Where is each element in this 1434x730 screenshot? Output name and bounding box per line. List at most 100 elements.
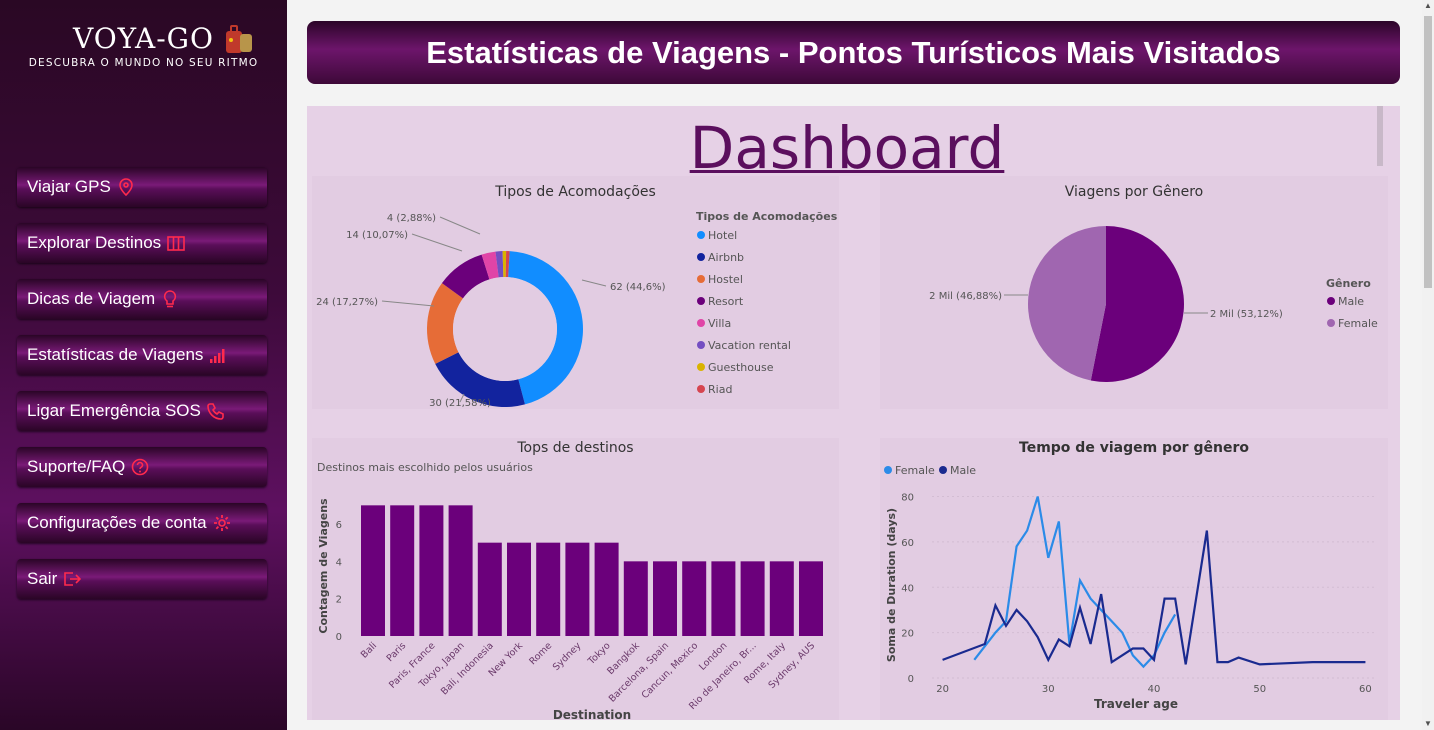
map-pin-icon (118, 178, 133, 196)
sidebar-item-estatisticas-de-viagens[interactable]: Estatísticas de Viagens (17, 335, 267, 375)
logo-subtitle: DESCUBRA O MUNDO NO SEU RITMO (28, 57, 259, 69)
accommodation-donut-chart: 62 (44,6%) 30 (21,58%) 24 (17,27%) 14 (10,0… (316, 210, 838, 409)
dashboard-scrollbar[interactable] (1377, 106, 1383, 166)
chart-subtitle: Destinos mais escolhido pelos usuários (317, 461, 533, 474)
legend-label: Riad (708, 383, 732, 396)
legend-label: Guesthouse (708, 361, 774, 374)
bar (769, 561, 794, 636)
chart-title: Viagens por Gênero (1064, 184, 1204, 200)
label-leader (459, 393, 465, 403)
scroll-down-arrow[interactable]: ▼ (1424, 719, 1432, 728)
legend-marker (939, 466, 947, 474)
y-tick-label: 60 (901, 538, 914, 549)
y-tick-label: 40 (901, 583, 914, 594)
bar (448, 505, 473, 636)
legend-label: Female (895, 464, 935, 477)
logo: VOYA-GO DESCUBRA O MUNDO NO SEU RITMO (0, 22, 287, 69)
x-tick-label: Bali, Indonesia (439, 640, 496, 697)
legend-marker (697, 363, 705, 371)
sidebar-item-label: Configurações de conta (27, 513, 207, 532)
data-label: 2 Mil (53,12%) (1210, 309, 1283, 320)
sidebar-item-label: Viajar GPS (27, 177, 111, 196)
destinations-chart-panel: Tops de destinos Destinos mais escolhido… (312, 438, 839, 720)
y-axis-label: Soma de Duration (days) (885, 508, 898, 662)
legend-title: Tipos de Acomodações (696, 210, 838, 223)
donut-slice (427, 283, 463, 364)
travel-time-chart-panel: Tempo de viagem por gênero 0 20 40 60 80 20 30… (880, 438, 1388, 720)
bar (536, 542, 561, 636)
x-axis-label: Traveler age (1094, 697, 1178, 711)
x-tick-label: Sydney (551, 640, 584, 673)
gender-pie-chart: 2 Mil (53,12%) 2 Mil (46,88%) Gênero Male Fe… (929, 226, 1378, 382)
y-tick-label: 0 (336, 632, 342, 643)
x-tick-label: Bali (359, 640, 379, 660)
series-line-male (942, 530, 1366, 666)
sidebar-item-label: Ligar Emergência SOS (27, 401, 201, 420)
page-scrollbar[interactable]: ▲ ▼ (1422, 0, 1434, 730)
x-tick-label: Rome (527, 640, 554, 667)
legend-marker (697, 385, 705, 393)
series-line-female (973, 496, 1177, 669)
bar (740, 561, 765, 636)
donut-slice (441, 254, 490, 299)
scrollbar-thumb[interactable] (1424, 16, 1432, 288)
logout-icon (64, 572, 82, 586)
sidebar-item-viajar-gps[interactable]: Viajar GPS (17, 167, 267, 207)
scroll-up-arrow[interactable]: ▲ (1424, 1, 1432, 10)
x-tick-label: 60 (1359, 684, 1372, 695)
x-tick-label: 50 (1253, 684, 1266, 695)
legend-label: Hostel (708, 273, 743, 286)
bar (711, 561, 736, 636)
sidebar-item-ligar-emergencia-sos[interactable]: Ligar Emergência SOS (17, 391, 267, 431)
legend-marker (697, 275, 705, 283)
x-tick-label: 40 (1148, 684, 1161, 695)
y-tick-label: 4 (336, 557, 342, 568)
map-icon (167, 236, 185, 251)
bar (565, 542, 590, 636)
sidebar-item-suporte-faq[interactable]: Suporte/FAQ (17, 447, 267, 487)
legend-marker (697, 253, 705, 261)
question-icon (131, 458, 149, 476)
legend-label: Villa (708, 317, 731, 330)
legend-marker (1327, 319, 1335, 327)
bar-chart-icon (210, 349, 225, 363)
donut-slice (435, 352, 525, 407)
logo-title: VOYA-GO (73, 22, 214, 55)
donut-slice (502, 251, 507, 278)
y-axis-label: Contagem de Viagens (317, 498, 330, 634)
legend-marker (884, 466, 892, 474)
pie-slice (1090, 226, 1184, 382)
bar (477, 542, 502, 636)
legend-marker (1327, 297, 1335, 305)
travel-time-line-chart: 0 20 40 60 80 20 30 40 50 60 Female Male Soma de Dur… (884, 464, 1376, 711)
x-axis-label: Destination (553, 708, 631, 720)
bar (594, 542, 619, 636)
data-label: 30 (21,58%) (429, 398, 491, 409)
sidebar-item-label: Sair (27, 569, 58, 588)
sidebar-item-dicas-de-viagem[interactable]: Dicas de Viagem (17, 279, 267, 319)
legend-marker (697, 341, 705, 349)
accommodation-chart-panel: Tipos de Acomodações 62 (44,6%) 30 (21,58… (312, 176, 839, 409)
sidebar-item-configuracoes-de-conta[interactable]: Configurações de conta (17, 503, 267, 543)
donut-slice (505, 251, 510, 278)
gender-chart-panel: Viagens por Gênero 2 Mil (53,12%) 2 Mil (… (880, 176, 1388, 409)
label-leader (411, 233, 463, 252)
phone-icon (207, 403, 224, 420)
donut-slice (481, 251, 499, 280)
sidebar-item-sair[interactable]: Sair (17, 559, 267, 599)
sidebar-item-label: Explorar Destinos (27, 233, 162, 252)
main-content: Estatísticas de Viagens - Pontos Turísti… (287, 0, 1422, 730)
legend-marker (697, 319, 705, 327)
bar (623, 561, 648, 636)
y-tick-label: 2 (336, 595, 342, 606)
y-tick-label: 6 (336, 520, 342, 531)
donut-slice (495, 251, 504, 278)
bar (507, 542, 531, 636)
sidebar-item-explorar-destinos[interactable]: Explorar Destinos (17, 223, 267, 263)
data-label: 14 (10,07%) (346, 230, 408, 241)
bar (799, 561, 823, 636)
data-label: 4 (2,88%) (387, 213, 436, 224)
legend-label: Resort (708, 295, 744, 308)
bar (653, 561, 677, 636)
dashboard-panel[interactable]: Dashboard Tipos de Acomodações 62 (44,6%… (307, 106, 1400, 720)
